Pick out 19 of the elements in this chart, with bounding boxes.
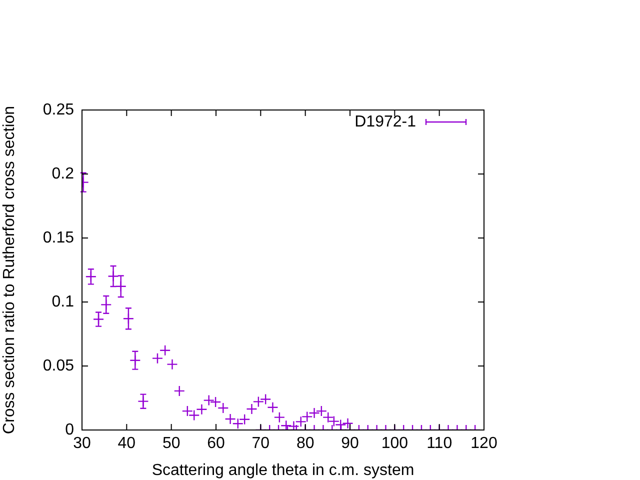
x-tick-label: 90 — [341, 435, 359, 452]
x-tick-label: 40 — [118, 435, 136, 452]
y-axis-title: Cross section ratio to Rutherford cross section — [1, 106, 18, 434]
x-tick-label: 70 — [252, 435, 270, 452]
text: D1972-1 — [354, 113, 416, 130]
x-tick-label: 80 — [296, 435, 314, 452]
y-tick-label: 0.05 — [42, 357, 74, 374]
x-tick-label: 60 — [207, 435, 225, 452]
y-tick-label: 0.1 — [52, 293, 74, 310]
y-tick-label: 0.25 — [42, 101, 74, 118]
x-tick-label: 120 — [470, 435, 498, 452]
x-tick-label: 110 — [426, 435, 452, 452]
y-tick-label: 0.15 — [42, 229, 74, 246]
x-tick-label: 50 — [162, 435, 180, 452]
y-tick-label: 0 — [65, 421, 74, 438]
y-tick-label: 0.2 — [52, 165, 74, 182]
x-axis-title: Scattering angle theta in c.m. system — [152, 462, 414, 479]
x-tick-label: 100 — [381, 435, 408, 452]
x-tick-label: 30 — [73, 435, 91, 452]
